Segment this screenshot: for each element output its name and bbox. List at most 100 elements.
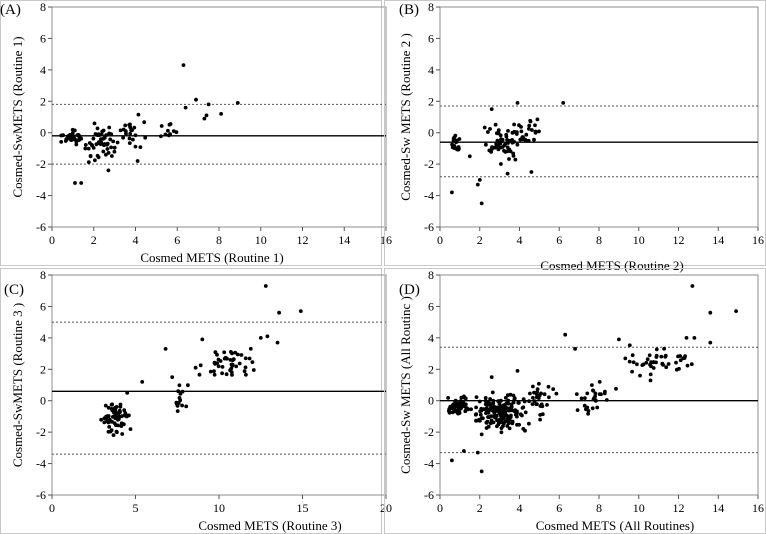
data-point	[510, 140, 515, 145]
y-tick-label: 4	[428, 331, 434, 345]
x-tick-label: 10	[213, 501, 225, 515]
data-point	[630, 353, 635, 358]
y-tick-label: -6	[36, 488, 46, 502]
data-point	[72, 136, 77, 141]
data-point	[454, 140, 458, 145]
data-point	[216, 364, 221, 369]
data-point	[708, 340, 713, 345]
plot-area	[51, 274, 387, 496]
data-point	[223, 355, 228, 360]
y-tick-label: -6	[424, 488, 434, 502]
data-point	[198, 363, 203, 368]
data-point	[515, 414, 519, 419]
data-point	[660, 361, 665, 366]
data-point	[595, 405, 600, 410]
data-point	[689, 362, 694, 367]
data-point	[490, 408, 494, 413]
data-point	[631, 360, 636, 365]
data-point	[479, 201, 484, 206]
data-point	[527, 421, 531, 426]
data-point	[110, 408, 115, 413]
x-tick-label: 8	[216, 233, 222, 247]
x-tick-label: 0	[437, 233, 443, 247]
data-point	[275, 340, 280, 345]
data-point	[166, 128, 170, 133]
data-point	[542, 392, 547, 397]
data-point	[503, 395, 508, 400]
data-point	[484, 409, 489, 413]
data-point	[535, 390, 539, 394]
data-point	[462, 449, 466, 453]
data-point	[475, 450, 480, 455]
data-point	[180, 389, 185, 394]
data-point	[530, 128, 534, 132]
data-point	[499, 162, 503, 166]
data-point	[517, 123, 521, 128]
data-point	[159, 134, 163, 139]
y-tick-label: 0	[40, 394, 46, 408]
data-point	[109, 428, 114, 433]
data-point	[540, 404, 545, 409]
data-point	[163, 132, 168, 137]
data-point	[263, 284, 268, 288]
data-point	[110, 419, 114, 424]
data-point	[88, 154, 93, 159]
data-point	[515, 369, 520, 373]
x-tick-label: 0	[437, 501, 443, 515]
data-point	[505, 138, 509, 142]
x-tick-label: 10	[633, 233, 645, 247]
data-point	[531, 384, 535, 389]
data-point	[131, 137, 135, 142]
data-point	[500, 420, 504, 424]
x-tick-label: 2	[91, 233, 97, 247]
data-point	[495, 418, 499, 423]
data-point	[243, 356, 248, 361]
data-point	[102, 142, 107, 147]
data-point	[128, 131, 133, 136]
data-point	[623, 356, 628, 361]
data-point	[265, 334, 270, 339]
y-tick-label: -2	[424, 157, 434, 171]
data-point	[233, 350, 238, 355]
data-point	[503, 409, 507, 414]
data-point	[538, 417, 542, 422]
data-point	[535, 387, 540, 392]
data-point	[70, 131, 75, 136]
data-point	[473, 412, 478, 417]
data-point	[64, 137, 69, 142]
data-point	[121, 135, 125, 140]
data-point	[685, 363, 690, 368]
data-point	[452, 135, 457, 140]
data-point	[654, 355, 659, 359]
x-tick-label: 12	[297, 233, 309, 247]
data-point	[109, 132, 114, 137]
data-point	[194, 97, 198, 102]
data-point	[532, 137, 536, 142]
y-tick-label: -2	[424, 425, 434, 439]
data-point	[537, 381, 541, 386]
data-point	[96, 155, 101, 160]
panel-label: (A)	[0, 2, 21, 18]
data-point	[682, 356, 687, 360]
data-point	[644, 360, 649, 365]
x-axis-label: Cosmed METS (All Routines)	[536, 518, 695, 533]
data-point	[106, 405, 111, 410]
y-tick-label: 0	[428, 394, 434, 408]
data-point	[228, 358, 233, 362]
data-point	[582, 403, 587, 408]
data-point	[489, 418, 494, 423]
y-tick-label: 2	[428, 362, 434, 376]
panel-label: (D)	[399, 282, 420, 298]
data-point	[224, 372, 229, 377]
y-axis-label: Cosmed-Sw METS (Routine 2 )	[398, 33, 413, 201]
data-point	[499, 137, 504, 142]
y-tick-label: 2	[40, 94, 46, 108]
data-point	[77, 137, 82, 142]
x-tick-label: 6	[556, 501, 562, 515]
data-point	[522, 399, 527, 404]
data-point	[235, 101, 240, 105]
data-point	[159, 124, 164, 128]
data-point	[140, 380, 145, 384]
data-point	[510, 419, 515, 424]
